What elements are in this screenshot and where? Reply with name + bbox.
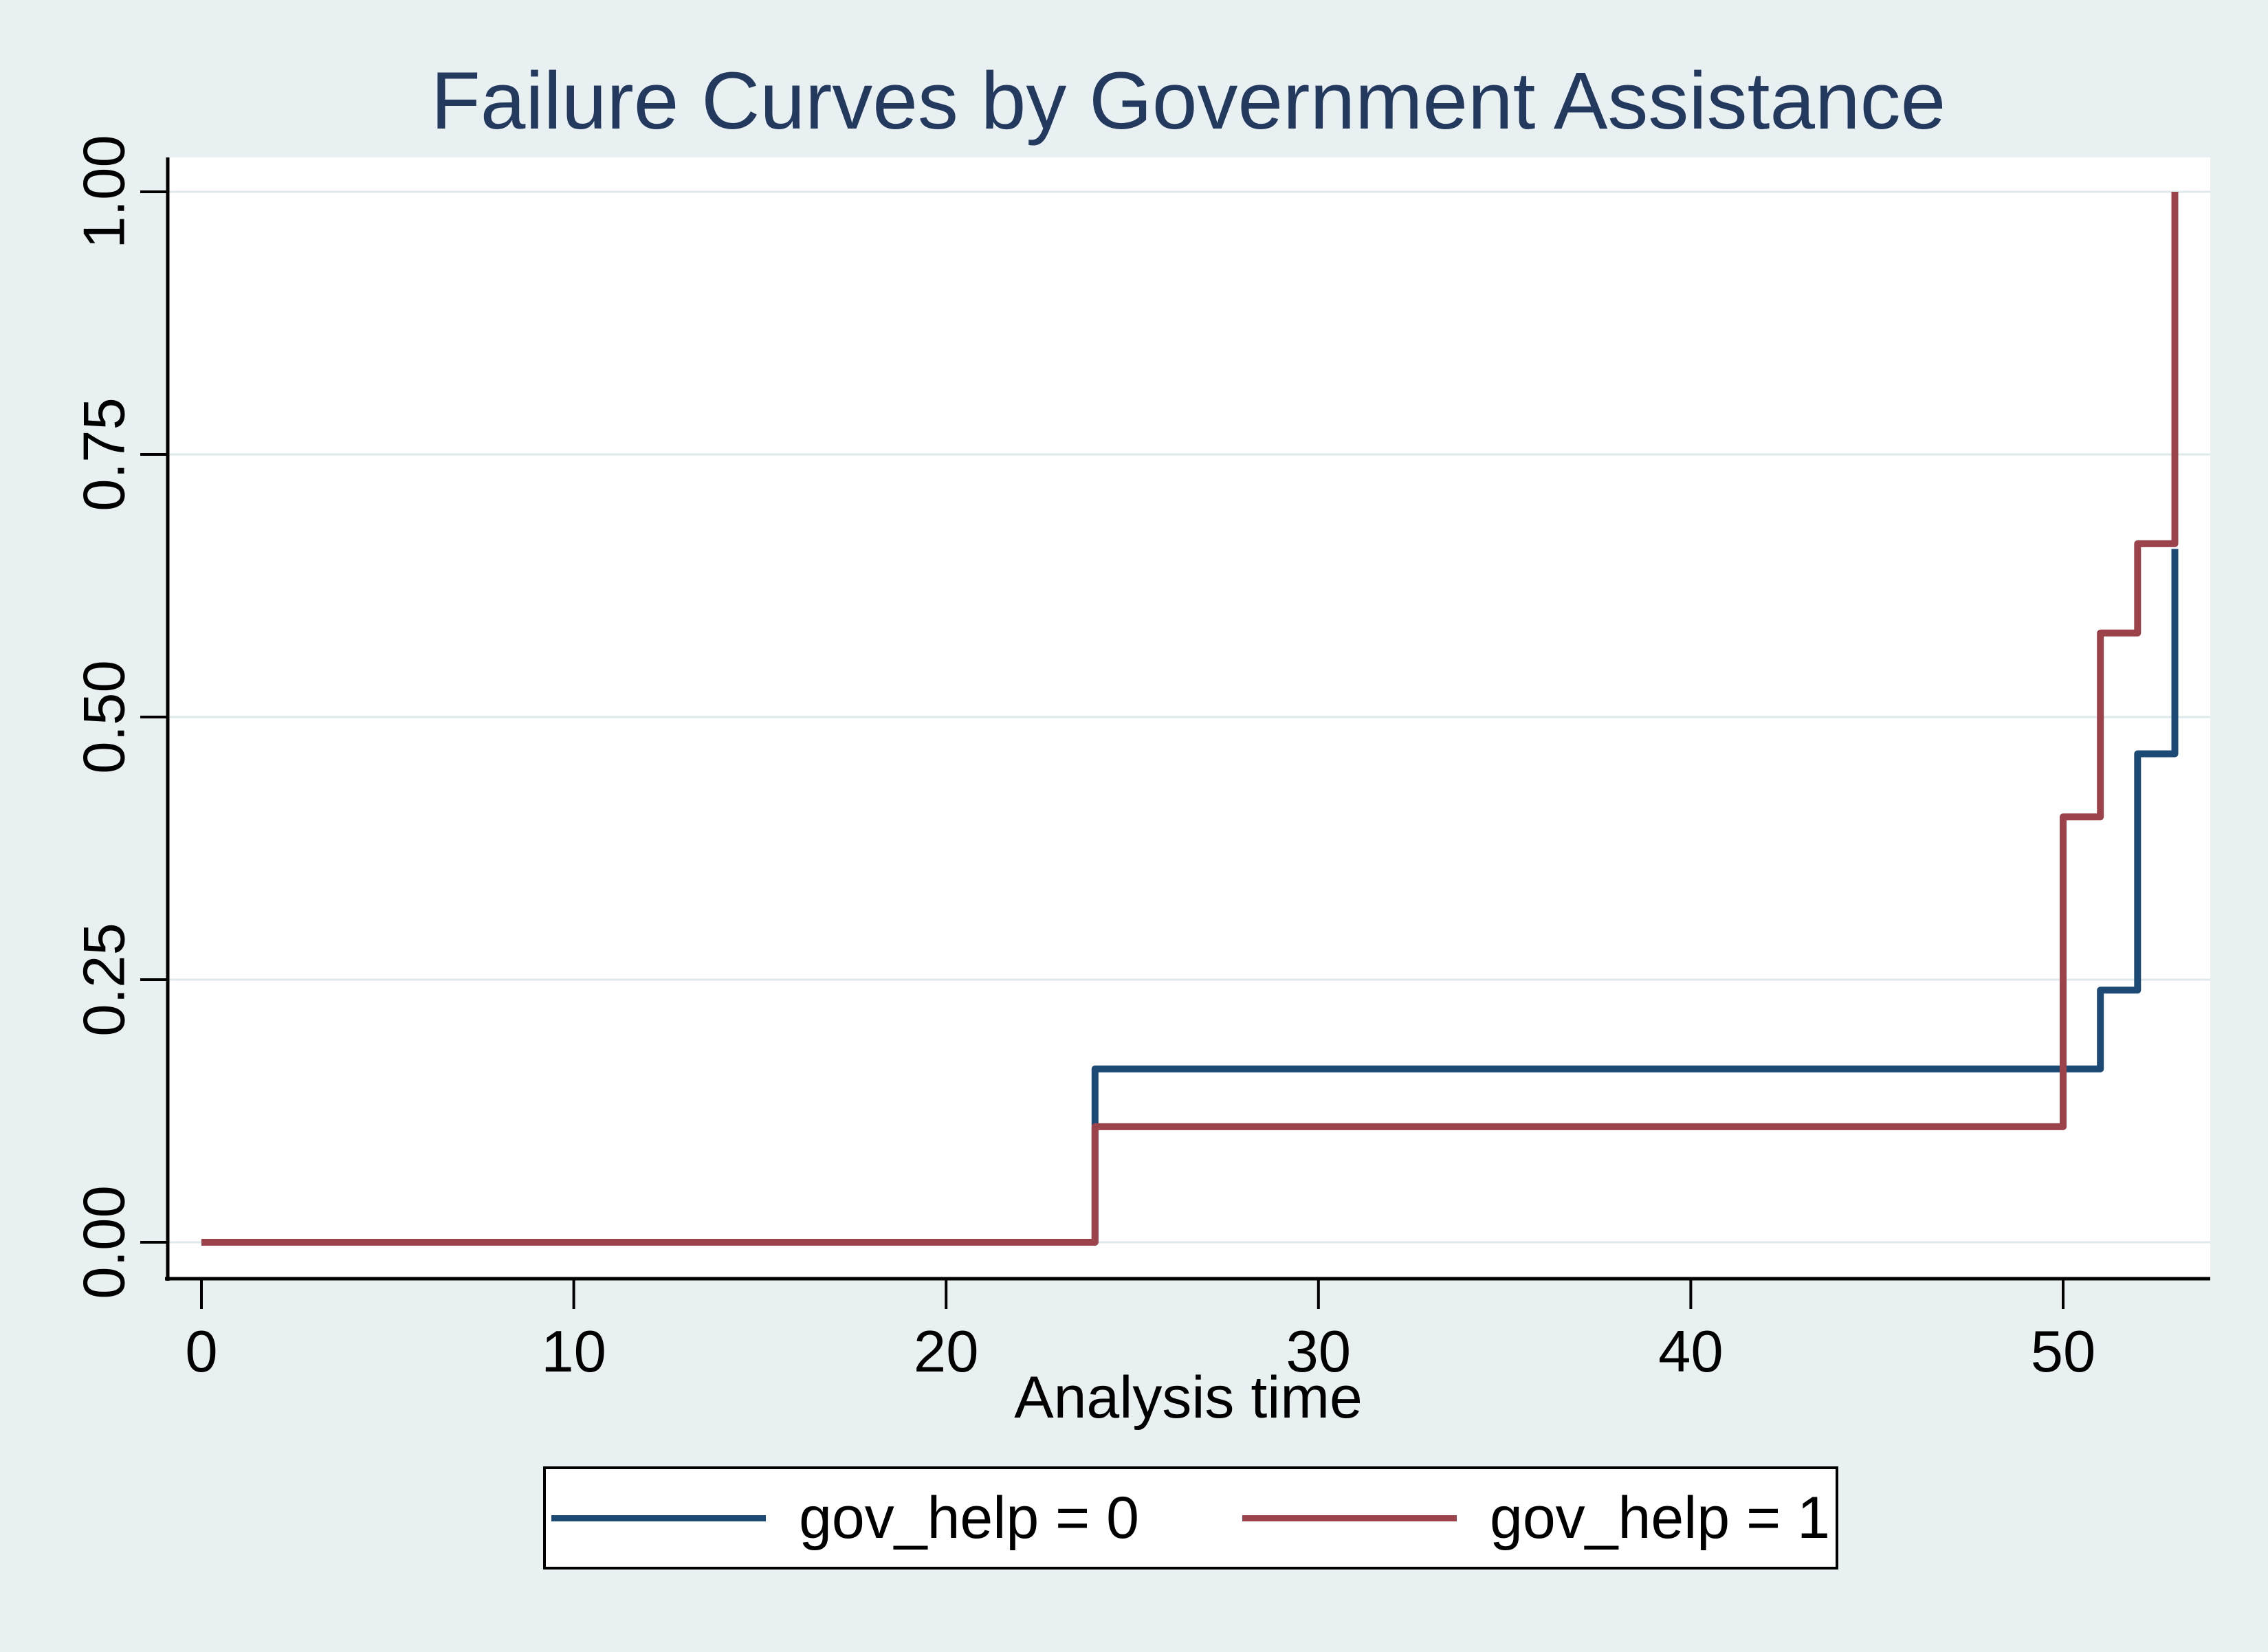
y-tick-label-0.75: 0.75 xyxy=(72,397,137,511)
y-tick-label-1.00: 1.00 xyxy=(72,135,137,248)
legend-label-gov-help-1: gov_help = 1 xyxy=(1490,1484,1830,1551)
y-tick-label-0.25: 0.25 xyxy=(72,923,137,1036)
x-axis-title: Analysis time xyxy=(1014,1365,1363,1431)
x-tick-label-40: 40 xyxy=(1658,1319,1724,1385)
x-tick-label-20: 20 xyxy=(914,1319,979,1385)
y-tick-label-0.00: 0.00 xyxy=(72,1185,137,1299)
x-tick-label-30: 30 xyxy=(1286,1319,1352,1385)
x-tick-label-50: 50 xyxy=(2031,1319,2096,1385)
legend-label-gov-help-0: gov_help = 0 xyxy=(799,1484,1139,1551)
legend-swatch-gov-help-0 xyxy=(551,1515,767,1521)
legend: gov_help = 0 gov_help = 1 xyxy=(543,1466,1838,1570)
legend-entry-gov-help-0: gov_help = 0 xyxy=(551,1484,1139,1552)
x-tick-label-0: 0 xyxy=(185,1319,217,1385)
x-tick-label-10: 10 xyxy=(541,1319,606,1385)
legend-swatch-gov-help-1 xyxy=(1242,1515,1457,1521)
chart-title: Failure Curves by Government Assistance xyxy=(430,56,1946,146)
y-tick-label-0.50: 0.50 xyxy=(72,660,137,773)
series-line-1 xyxy=(201,192,2179,1246)
legend-entry-gov-help-1: gov_help = 1 xyxy=(1242,1484,1830,1552)
